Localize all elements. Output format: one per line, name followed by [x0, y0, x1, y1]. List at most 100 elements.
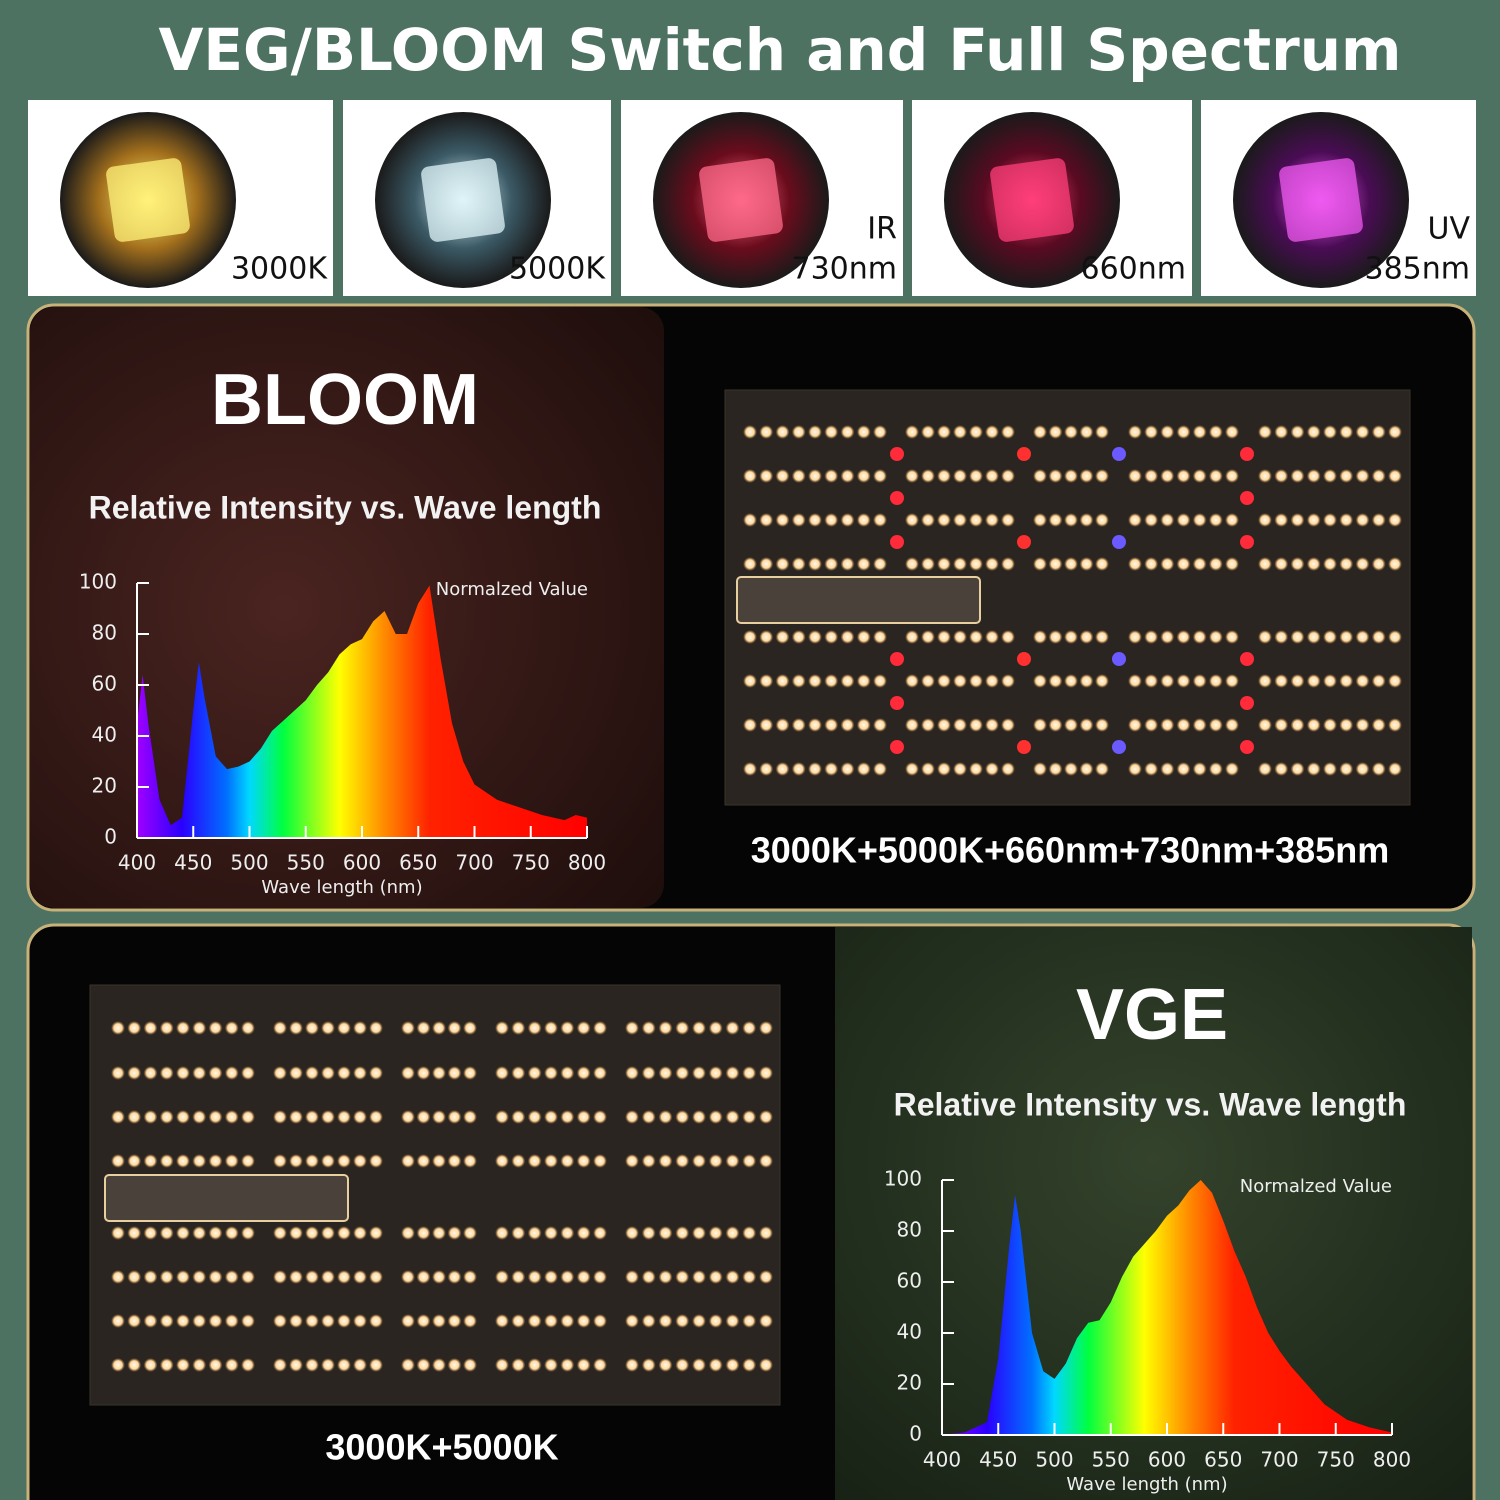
led-dot	[159, 1110, 174, 1124]
led-dot	[658, 1314, 673, 1328]
led-dot	[953, 425, 967, 439]
led-dot	[1290, 469, 1305, 483]
led-dot	[544, 1226, 558, 1240]
led-dot	[432, 1314, 446, 1328]
led-dot	[775, 425, 790, 439]
led-dot	[241, 1270, 255, 1284]
led-dot	[873, 674, 887, 688]
led-dot	[890, 740, 904, 754]
led-dot	[176, 1226, 190, 1240]
led-dot	[1225, 674, 1239, 688]
led-dot	[305, 1154, 319, 1168]
led-dot	[1208, 513, 1223, 527]
led-dot	[625, 1066, 639, 1080]
led-dot	[176, 1021, 190, 1035]
led-dot	[273, 1021, 287, 1035]
led-dot	[1192, 674, 1207, 688]
led-dot	[401, 1021, 415, 1035]
led-dot	[873, 718, 887, 732]
led-dot	[1323, 513, 1337, 527]
led-dot	[1306, 425, 1321, 439]
led-dot	[725, 1154, 740, 1168]
led-dot	[273, 1226, 287, 1240]
led-dot	[1258, 469, 1272, 483]
led-dot	[808, 425, 822, 439]
led-dot	[576, 1270, 591, 1284]
led-dot	[969, 718, 983, 732]
led-dot	[1160, 674, 1175, 688]
led-dot	[289, 1358, 303, 1372]
led-dot	[1339, 557, 1354, 571]
led-dot	[969, 674, 983, 688]
led-dot	[840, 557, 855, 571]
led-dot	[873, 513, 887, 527]
led-dot	[416, 1110, 431, 1124]
led-dot	[625, 1021, 639, 1035]
led-dot	[759, 1358, 773, 1372]
led-dot	[824, 630, 839, 644]
led-dot	[675, 1066, 690, 1080]
led-dot	[416, 1358, 431, 1372]
led-dot	[143, 1358, 158, 1372]
led-dot	[1355, 718, 1370, 732]
led-dot	[937, 513, 951, 527]
led-dot	[143, 1066, 158, 1080]
led-dot	[937, 469, 951, 483]
led-dot	[1371, 718, 1386, 732]
legend-label: Normalzed Value	[1240, 1176, 1392, 1197]
led-dot	[1095, 513, 1109, 527]
led-dot	[1274, 674, 1289, 688]
led-dot	[1048, 469, 1063, 483]
led-dot	[708, 1021, 723, 1035]
panel-heading: VGE	[1076, 975, 1228, 1055]
y-tick-label: 100	[884, 1167, 922, 1191]
x-axis-label: Wave length (nm)	[1066, 1474, 1227, 1495]
led-dot	[759, 674, 774, 688]
led-dot	[1079, 674, 1094, 688]
led-dot	[1306, 674, 1321, 688]
led-dot	[369, 1270, 383, 1284]
y-tick-label: 60	[897, 1269, 922, 1293]
led-dot	[241, 1226, 255, 1240]
led-dot	[743, 762, 757, 776]
x-tick-label: 450	[174, 851, 212, 875]
led-dot	[321, 1021, 335, 1035]
led-dot	[1048, 630, 1063, 644]
led-dot	[791, 718, 806, 732]
led-dot	[1192, 469, 1207, 483]
led-dot	[742, 1226, 757, 1240]
led-dot	[658, 1358, 673, 1372]
led-dot	[273, 1066, 287, 1080]
led-dot	[840, 674, 855, 688]
led-dot	[742, 1110, 757, 1124]
y-tick-label: 20	[92, 774, 117, 798]
led-dot	[808, 674, 822, 688]
led-dot	[416, 1226, 431, 1240]
led-dot	[1064, 513, 1078, 527]
led-dot	[1176, 425, 1191, 439]
led-dot	[658, 1226, 673, 1240]
led-label: 5000K	[509, 252, 606, 287]
led-dot	[856, 718, 871, 732]
led-dot	[337, 1021, 351, 1035]
led-dot	[1112, 740, 1126, 754]
led-dot	[692, 1021, 706, 1035]
led-dot	[1048, 557, 1063, 571]
led-dot	[401, 1154, 415, 1168]
led-dot	[416, 1066, 431, 1080]
led-dot	[527, 1066, 542, 1080]
led-dot	[1064, 762, 1078, 776]
led-dot	[1192, 630, 1207, 644]
led-dot	[560, 1270, 575, 1284]
led-dot	[416, 1021, 431, 1035]
led-chip	[1279, 158, 1363, 242]
led-dot	[775, 718, 790, 732]
led-dot	[560, 1358, 575, 1372]
led-dot	[759, 1021, 773, 1035]
led-dot	[369, 1110, 383, 1124]
led-dot	[905, 674, 919, 688]
led-dot	[192, 1021, 207, 1035]
led-dot	[873, 425, 887, 439]
led-dot	[1144, 513, 1159, 527]
